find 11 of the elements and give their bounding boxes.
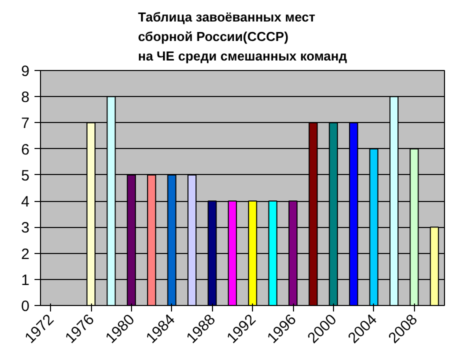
y-tick-label: 0 <box>21 298 30 315</box>
y-tick-label: 9 <box>21 63 30 80</box>
chart-title: Таблица завоёванных мест сборной России(СССР) на ЧЕ среди смешанных команд <box>138 10 348 64</box>
y-tick-label: 5 <box>21 167 30 184</box>
y-tick-label: 8 <box>21 89 30 106</box>
y-tick-label: 3 <box>21 220 30 237</box>
y-tick-label: 1 <box>21 272 30 289</box>
y-tick-label: 4 <box>21 194 30 211</box>
y-tick-label: 7 <box>21 115 30 132</box>
y-tick-label: 2 <box>21 246 30 263</box>
y-tick-label: 6 <box>21 141 30 158</box>
